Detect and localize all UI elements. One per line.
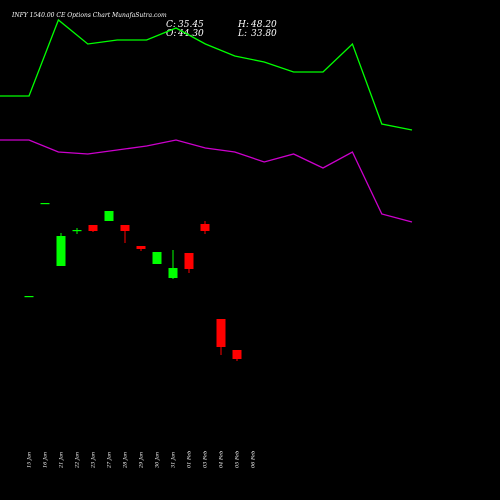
candle-8 <box>136 246 146 251</box>
candle-body <box>104 211 114 221</box>
candle-body <box>40 203 50 205</box>
candle-14 <box>232 350 242 361</box>
x-tick-label: 04 Feb <box>219 451 225 468</box>
x-tick-label: 05 Feb <box>235 451 241 468</box>
candle-body <box>24 296 34 298</box>
close-value: 35.45 <box>178 20 204 30</box>
candle-body <box>200 224 210 231</box>
candle-13 <box>216 319 226 355</box>
chart-title: INFY 1540.00 CE Options Chart MunafaSutr… <box>11 12 167 19</box>
high-value: 48.20 <box>250 20 277 30</box>
candle-body <box>152 252 162 264</box>
x-tick-label: 27 Jan <box>107 452 113 469</box>
candles <box>24 203 242 361</box>
x-axis-ticks: 15 Jan 16 Jan 21 Jan 22 Jan 23 Jan 27 Jan 28 J… <box>27 451 257 469</box>
candle-body <box>136 246 146 249</box>
x-tick-label: 23 Jan <box>91 452 97 469</box>
x-tick-label: 16 Jan <box>43 452 49 468</box>
x-tick-label: 22 Jan <box>75 452 81 469</box>
x-tick-label: 29 Jan <box>139 452 145 469</box>
candle-10 <box>168 250 178 279</box>
candle-11 <box>184 253 194 273</box>
x-tick-label: 03 Feb <box>203 451 209 468</box>
x-tick-label: 06 Feb <box>251 451 257 468</box>
candle-body <box>88 225 98 231</box>
candle-7 <box>120 225 130 243</box>
indicator-lines <box>0 18 413 223</box>
x-tick-label: 01 Feb <box>187 451 193 468</box>
indicator-line-2 <box>0 139 413 223</box>
low-value: 33.80 <box>251 29 277 39</box>
close-label: C: <box>166 20 176 30</box>
candle-4 <box>72 228 82 234</box>
candle-body <box>56 236 66 266</box>
candle-body <box>232 350 242 359</box>
indicator-line-1 <box>0 18 413 131</box>
candle-body <box>216 319 226 347</box>
x-tick-label: 31 Jan <box>171 452 177 468</box>
low-label: L: <box>237 29 247 39</box>
open-label: O: <box>166 29 176 39</box>
candle-body <box>72 230 82 232</box>
candle-body <box>168 268 178 278</box>
candle-9 <box>152 252 162 264</box>
candle-body <box>184 253 194 269</box>
candle-3 <box>56 233 66 266</box>
x-tick-label: 21 Jan <box>59 452 65 469</box>
candle-1 <box>24 296 34 298</box>
high-label: H: <box>237 20 249 30</box>
x-tick-label: 15 Jan <box>27 452 33 468</box>
candle-6 <box>104 211 114 221</box>
candle-body <box>120 225 130 231</box>
candle-5 <box>88 225 98 232</box>
x-tick-label: 30 Jan <box>155 452 161 468</box>
x-tick-label: 28 Jan <box>123 452 129 469</box>
candle-2 <box>40 203 50 205</box>
candle-12 <box>200 221 210 234</box>
open-value: 44.30 <box>177 29 204 39</box>
